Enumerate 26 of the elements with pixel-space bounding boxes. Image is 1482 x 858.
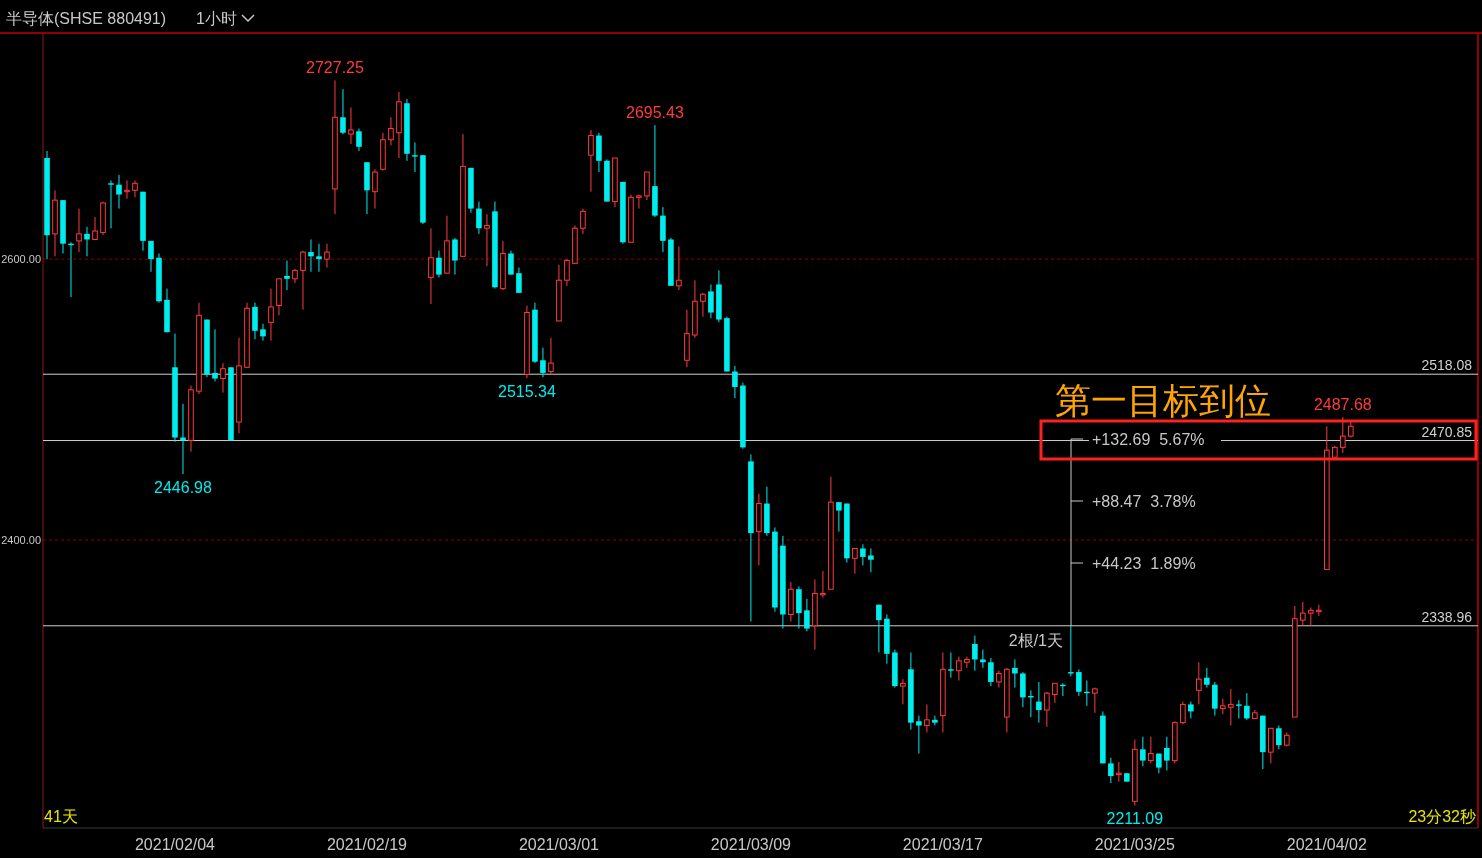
title: 半导体(SHSE 880491) 1小时	[6, 10, 237, 27]
annotation: +44.23 1.89%	[1092, 555, 1196, 572]
ref-line-label: 2518.08	[1421, 357, 1473, 374]
annotation: +88.47 3.78%	[1092, 493, 1196, 510]
x-tick-label: 2021/02/04	[134, 836, 216, 853]
annotation: 41天	[44, 808, 78, 825]
ref-line-label: 2338.96	[1421, 608, 1473, 625]
text: 23分32秒	[1408, 808, 1476, 825]
annotation: +132.69 5.67%	[1092, 431, 1205, 449]
annotation: 2根/1天	[1008, 631, 1063, 649]
annotation: 2446.98	[154, 479, 212, 497]
x-tick-label: 2021/03/09	[710, 836, 792, 853]
annotation: 第一目标到位	[1055, 379, 1271, 421]
annotation: 2487.68	[1313, 395, 1372, 413]
y-tick-label: 2400.00	[1, 534, 41, 547]
ref-line-label: 2470.85	[1421, 423, 1473, 440]
annotation: 2695.43	[625, 104, 684, 122]
annotation: 2211.09	[1106, 810, 1164, 828]
annotation: 2727.25	[306, 59, 364, 77]
x-tick-label: 2021/03/25	[1094, 836, 1175, 853]
x-tick-label: 2021/03/01	[518, 836, 600, 853]
annotation: 2515.34	[498, 383, 556, 401]
y-tick-label: 2600.00	[1, 253, 41, 266]
x-tick-label: 2021/03/17	[902, 836, 984, 853]
x-tick-label: 2021/04/02	[1286, 836, 1367, 853]
x-tick-label: 2021/02/19	[326, 836, 408, 853]
